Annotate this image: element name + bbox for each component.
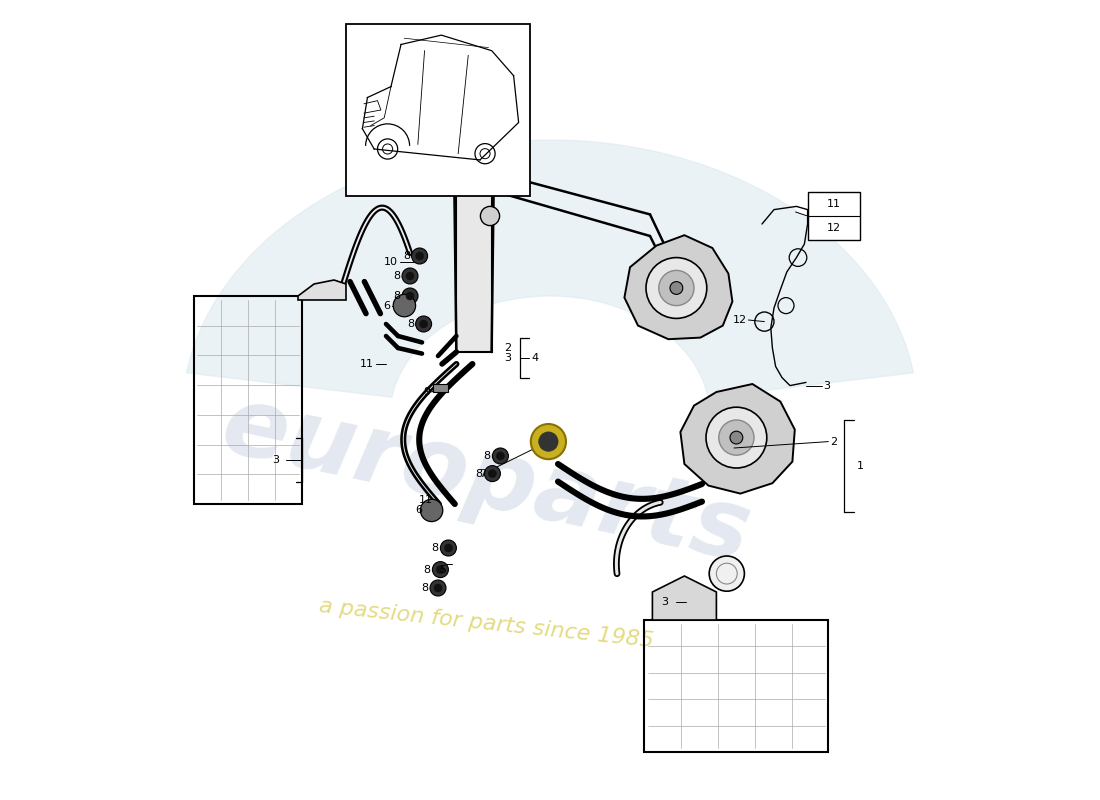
Text: 3: 3 — [273, 455, 279, 465]
Text: 8: 8 — [475, 469, 483, 478]
Circle shape — [444, 544, 452, 552]
Text: 12: 12 — [733, 315, 747, 325]
Text: 3: 3 — [505, 353, 512, 362]
Circle shape — [450, 130, 498, 178]
Circle shape — [419, 320, 428, 328]
Text: 5: 5 — [439, 565, 446, 574]
Polygon shape — [298, 280, 346, 300]
Text: 9: 9 — [422, 387, 430, 397]
Circle shape — [730, 431, 743, 444]
Circle shape — [493, 448, 508, 464]
Text: a passion for parts since 1985: a passion for parts since 1985 — [318, 597, 654, 651]
Circle shape — [411, 248, 428, 264]
Circle shape — [539, 432, 558, 451]
Text: 8: 8 — [394, 291, 400, 301]
Text: 8: 8 — [484, 451, 491, 461]
Text: 6: 6 — [383, 301, 390, 310]
Text: 8: 8 — [421, 583, 428, 593]
Text: 4: 4 — [531, 353, 539, 362]
Circle shape — [434, 584, 442, 592]
Circle shape — [496, 452, 505, 460]
Text: 11: 11 — [360, 359, 374, 369]
Bar — [456, 160, 492, 352]
Circle shape — [659, 270, 694, 306]
Text: 3: 3 — [661, 597, 669, 606]
Circle shape — [670, 282, 683, 294]
Circle shape — [706, 407, 767, 468]
Circle shape — [420, 499, 443, 522]
Text: 11: 11 — [418, 495, 432, 505]
Text: 11: 11 — [826, 199, 840, 209]
Text: 1: 1 — [857, 462, 864, 471]
Circle shape — [416, 252, 424, 260]
Circle shape — [531, 424, 566, 459]
Text: 2: 2 — [830, 437, 837, 446]
Text: 7: 7 — [478, 469, 486, 478]
Circle shape — [710, 556, 745, 591]
Text: 8: 8 — [407, 319, 414, 329]
Text: europarts: europarts — [213, 378, 759, 582]
Text: 3: 3 — [824, 381, 830, 390]
Circle shape — [718, 420, 754, 455]
Circle shape — [488, 470, 496, 478]
Text: 8: 8 — [431, 543, 439, 553]
Text: 10: 10 — [384, 258, 398, 267]
Polygon shape — [625, 235, 733, 339]
Circle shape — [440, 540, 456, 556]
Bar — [433, 384, 448, 392]
Polygon shape — [681, 384, 795, 494]
Circle shape — [406, 272, 414, 280]
Circle shape — [484, 466, 500, 482]
Circle shape — [406, 292, 414, 300]
Circle shape — [402, 288, 418, 304]
Circle shape — [481, 206, 499, 226]
Text: 8: 8 — [424, 565, 431, 574]
Circle shape — [437, 566, 444, 574]
Text: 8: 8 — [403, 251, 410, 261]
Polygon shape — [652, 576, 716, 620]
Circle shape — [393, 294, 416, 317]
Bar — [645, 620, 828, 752]
Text: 12: 12 — [826, 223, 840, 233]
Bar — [346, 24, 530, 196]
Circle shape — [646, 258, 707, 318]
Text: 8: 8 — [394, 271, 400, 281]
Circle shape — [430, 580, 446, 596]
Circle shape — [416, 316, 431, 332]
Circle shape — [432, 562, 449, 578]
Circle shape — [402, 268, 418, 284]
Bar — [807, 192, 859, 240]
Text: 2: 2 — [505, 343, 512, 353]
Bar — [194, 296, 302, 504]
Text: 6: 6 — [415, 506, 422, 515]
Polygon shape — [187, 140, 913, 398]
